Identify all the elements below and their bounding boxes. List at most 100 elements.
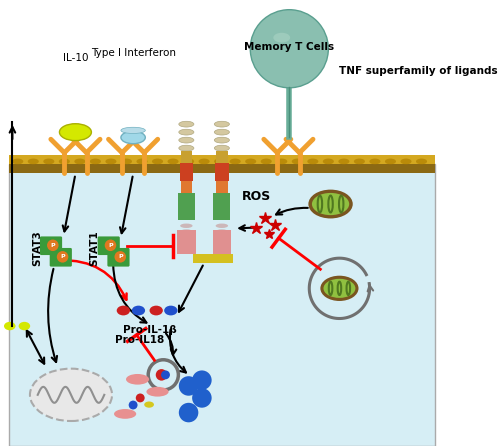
Ellipse shape xyxy=(12,159,24,164)
Text: P: P xyxy=(60,254,65,259)
Text: Memory T Cells: Memory T Cells xyxy=(244,42,334,52)
Ellipse shape xyxy=(146,387,169,396)
Bar xyxy=(178,193,195,220)
Ellipse shape xyxy=(198,159,209,164)
Text: Pro-IL-1β: Pro-IL-1β xyxy=(123,325,177,335)
Ellipse shape xyxy=(338,159,349,164)
Bar xyxy=(212,230,231,254)
Bar xyxy=(194,254,232,263)
Ellipse shape xyxy=(74,159,86,164)
Ellipse shape xyxy=(179,129,194,135)
Ellipse shape xyxy=(230,159,240,164)
Ellipse shape xyxy=(214,145,230,151)
Circle shape xyxy=(114,251,126,263)
Ellipse shape xyxy=(179,145,194,151)
Ellipse shape xyxy=(161,370,170,379)
Ellipse shape xyxy=(400,159,411,164)
Bar xyxy=(214,193,230,220)
Ellipse shape xyxy=(260,159,272,164)
Ellipse shape xyxy=(132,306,145,315)
Circle shape xyxy=(192,388,212,408)
Ellipse shape xyxy=(90,159,101,164)
Ellipse shape xyxy=(18,322,30,330)
Circle shape xyxy=(128,401,138,409)
Circle shape xyxy=(136,393,144,402)
Ellipse shape xyxy=(180,235,192,240)
Ellipse shape xyxy=(274,33,290,43)
Ellipse shape xyxy=(214,121,230,127)
Bar xyxy=(9,155,435,164)
Ellipse shape xyxy=(121,127,146,134)
Bar xyxy=(9,164,435,173)
Bar xyxy=(215,163,228,181)
Text: P: P xyxy=(50,243,55,248)
Circle shape xyxy=(104,240,117,251)
Circle shape xyxy=(250,10,328,88)
Ellipse shape xyxy=(216,224,228,228)
Text: STAT3: STAT3 xyxy=(32,231,42,266)
Ellipse shape xyxy=(308,190,352,219)
Ellipse shape xyxy=(183,159,194,164)
Ellipse shape xyxy=(354,159,365,164)
FancyBboxPatch shape xyxy=(98,237,120,255)
Ellipse shape xyxy=(116,306,130,315)
Ellipse shape xyxy=(312,193,349,215)
Text: P: P xyxy=(108,243,113,248)
Ellipse shape xyxy=(180,224,192,228)
Ellipse shape xyxy=(292,159,303,164)
Ellipse shape xyxy=(276,159,287,164)
Ellipse shape xyxy=(168,159,178,164)
Circle shape xyxy=(47,240,58,251)
Ellipse shape xyxy=(216,229,228,234)
Text: STAT1: STAT1 xyxy=(90,231,100,266)
Ellipse shape xyxy=(126,374,149,385)
Ellipse shape xyxy=(245,159,256,164)
Ellipse shape xyxy=(308,159,318,164)
Circle shape xyxy=(57,251,68,263)
Circle shape xyxy=(179,403,199,422)
Text: IL-10: IL-10 xyxy=(62,53,88,63)
Ellipse shape xyxy=(370,159,380,164)
FancyBboxPatch shape xyxy=(108,248,130,267)
Ellipse shape xyxy=(60,124,92,141)
Text: Pro-IL18: Pro-IL18 xyxy=(115,335,164,345)
Ellipse shape xyxy=(214,159,225,164)
Bar xyxy=(177,230,196,254)
Ellipse shape xyxy=(320,276,358,301)
Ellipse shape xyxy=(106,159,117,164)
Circle shape xyxy=(192,370,212,390)
Ellipse shape xyxy=(164,306,177,315)
Ellipse shape xyxy=(385,159,396,164)
Ellipse shape xyxy=(150,306,163,315)
Ellipse shape xyxy=(144,401,154,408)
Text: Type I Interferon: Type I Interferon xyxy=(90,48,176,58)
Ellipse shape xyxy=(114,409,136,419)
Bar xyxy=(216,181,228,193)
Ellipse shape xyxy=(416,159,427,164)
Ellipse shape xyxy=(214,129,230,135)
Bar xyxy=(180,163,193,181)
Ellipse shape xyxy=(324,279,356,298)
Ellipse shape xyxy=(180,229,192,234)
Ellipse shape xyxy=(152,159,163,164)
Ellipse shape xyxy=(28,159,39,164)
Ellipse shape xyxy=(136,159,147,164)
Bar xyxy=(216,151,228,163)
Ellipse shape xyxy=(214,137,230,143)
Ellipse shape xyxy=(156,369,168,381)
Text: TNF superfamily of ligands: TNF superfamily of ligands xyxy=(340,66,498,76)
Bar xyxy=(9,164,435,446)
Ellipse shape xyxy=(216,235,228,240)
Ellipse shape xyxy=(121,159,132,164)
Ellipse shape xyxy=(323,159,334,164)
FancyBboxPatch shape xyxy=(50,248,72,267)
Ellipse shape xyxy=(121,131,146,144)
Bar xyxy=(180,151,192,163)
Text: ROS: ROS xyxy=(242,190,271,202)
Ellipse shape xyxy=(59,159,70,164)
Ellipse shape xyxy=(4,322,16,330)
Text: P: P xyxy=(118,254,122,259)
Ellipse shape xyxy=(179,137,194,143)
Ellipse shape xyxy=(44,159,54,164)
Bar xyxy=(180,181,192,193)
